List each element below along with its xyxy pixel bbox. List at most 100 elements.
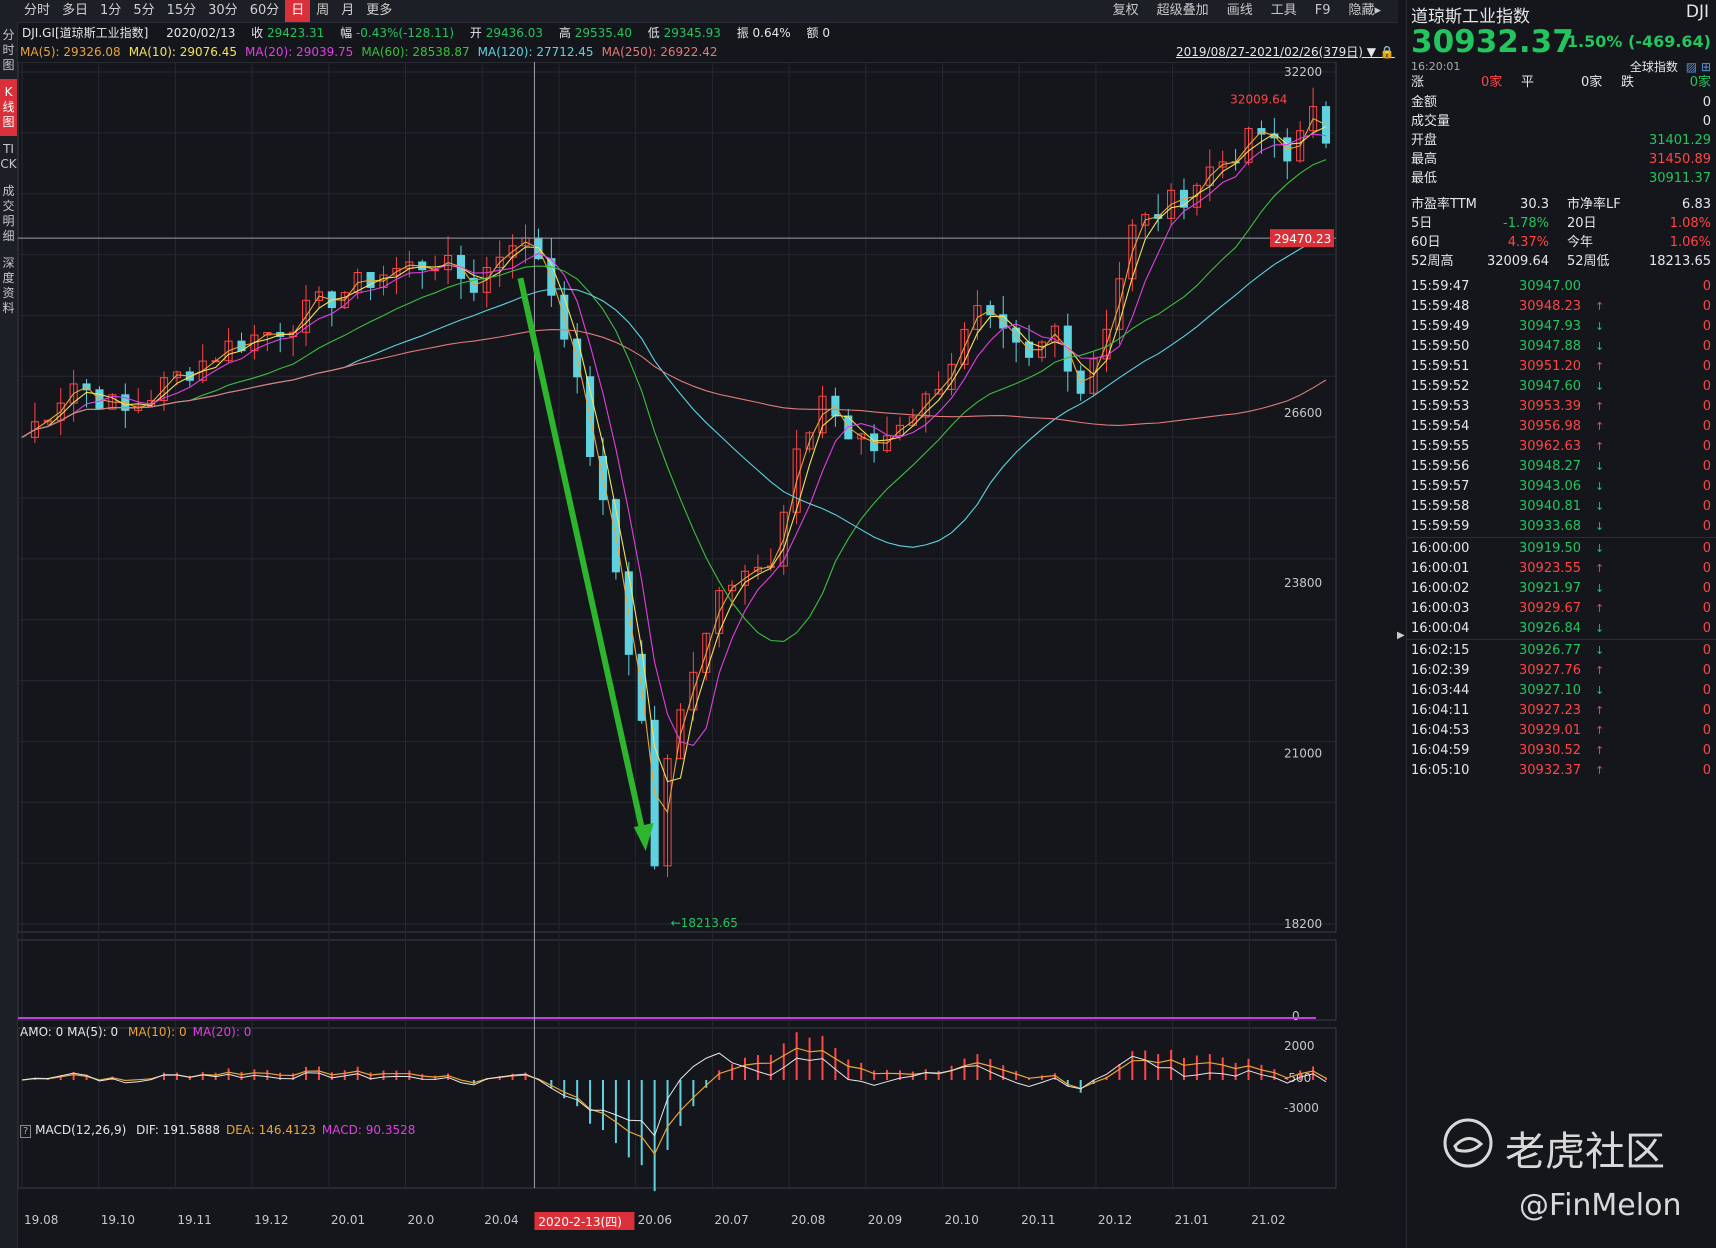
candle-body	[1321, 106, 1331, 144]
low-label: 低	[647, 26, 660, 40]
ma-legend-item: MA(5): 29326.08	[20, 45, 121, 59]
volume-panel-frame	[18, 939, 1337, 1021]
ma-line	[21, 329, 1327, 438]
add-icon[interactable]: ⊞	[1700, 60, 1711, 74]
symbol-name: DJI.GI[道琼斯工业指数]	[22, 26, 149, 40]
period-tab-6[interactable]: 60分	[249, 3, 280, 18]
stat-row: 最高 31450.89	[1411, 151, 1711, 169]
tick-price: 30948.23	[1519, 299, 1582, 314]
period-tab-8[interactable]: 周	[316, 3, 330, 18]
tick-price: 30919.50	[1519, 541, 1582, 556]
candles	[30, 87, 1331, 878]
tick-volume: 0	[1702, 499, 1711, 514]
ma-line	[21, 159, 1327, 642]
date-range[interactable]: 2019/08/27-2021/02/26(379日) ▼ 🔒	[1176, 44, 1395, 60]
tool-button-3[interactable]: 工具	[1270, 3, 1297, 18]
tick-row[interactable]: 15:59:58 30940.81 ↓ 0	[1411, 497, 1711, 517]
tick-time: 15:59:51	[1411, 359, 1470, 374]
view-tab-3[interactable]: 成交明细	[2, 184, 15, 243]
tick-row[interactable]: 16:00:00 30919.50 ↓ 0	[1411, 539, 1711, 559]
down-count: 0家	[1689, 75, 1711, 90]
tick-row[interactable]: 15:59:54 30956.98 ↑ 0	[1411, 417, 1711, 437]
ma-legend: MA(5): 29326.08 MA(10): 29076.45 MA(20): 2…	[20, 44, 726, 60]
tick-row[interactable]: 15:59:56 30948.27 ↓ 0	[1411, 457, 1711, 477]
stat-value: 31450.89	[1648, 152, 1711, 167]
view-tab-0[interactable]: 分时图	[2, 28, 15, 72]
period-tab-1[interactable]: 多日	[62, 3, 89, 18]
stat-row: 成交量 0	[1411, 113, 1711, 131]
kline-chart[interactable]: 19.0819.1019.1119.1220.0120.020.0420.052…	[18, 62, 1398, 1248]
tick-row[interactable]: 15:59:47 30947.00 0	[1411, 277, 1711, 297]
metric-label: 52周高	[1411, 254, 1454, 269]
ma-line	[21, 133, 1327, 747]
period-tab-5[interactable]: 30分	[208, 3, 238, 18]
change-value: -0.43%(-128.11)	[355, 26, 455, 40]
global-index-link[interactable]: 全球指数 ▨ ⊞	[1630, 58, 1711, 75]
period-tab-10[interactable]: 更多	[366, 3, 393, 18]
period-tab-0[interactable]: 分时	[24, 3, 51, 18]
view-tab-1[interactable]: K线图	[0, 79, 17, 136]
x-tick-label: 20.12	[1098, 1213, 1132, 1227]
period-tab-3[interactable]: 5分	[133, 3, 155, 18]
tick-row[interactable]: 16:00:01 30923.55 ↑ 0	[1411, 559, 1711, 579]
tool-button-4[interactable]: F9	[1314, 3, 1331, 18]
tick-row[interactable]: 15:59:53 30953.39 ↑ 0	[1411, 397, 1711, 417]
tool-button-1[interactable]: 超级叠加	[1156, 3, 1209, 18]
tick-row[interactable]: 16:00:03 30929.67 ↑ 0	[1411, 599, 1711, 619]
metric-label: 60日	[1411, 235, 1441, 250]
metric-label: 今年	[1567, 235, 1594, 250]
tick-volume: 0	[1702, 541, 1711, 556]
tool-button-5[interactable]: 隐藏▸	[1348, 3, 1381, 18]
tick-volume: 0	[1702, 519, 1711, 534]
arrow-up-icon: ↑	[1595, 724, 1605, 737]
tick-row[interactable]: 16:00:04 30926.84 ↓ 0	[1411, 619, 1711, 639]
tick-row[interactable]: 16:04:11 30927.23 ↑ 0	[1411, 701, 1711, 721]
tick-row[interactable]: 15:59:59 30933.68 ↓ 0	[1411, 517, 1711, 537]
x-tick-label: 20.0	[408, 1213, 435, 1227]
x-tick-label: 19.11	[177, 1213, 211, 1227]
tick-row[interactable]: 15:59:50 30947.88 ↓ 0	[1411, 337, 1711, 357]
period-tab-7[interactable]: 日	[285, 0, 311, 22]
help-icon[interactable]: ?	[20, 1125, 32, 1138]
tick-volume: 0	[1702, 561, 1711, 576]
tick-volume: 0	[1702, 479, 1711, 494]
lock-icon[interactable]: 🔒	[1379, 45, 1395, 59]
tool-button-2[interactable]: 画线	[1226, 3, 1253, 18]
view-tab-2[interactable]: TICK	[0, 142, 17, 171]
dropdown-icon[interactable]: ▼	[1366, 45, 1376, 59]
tick-row[interactable]: 15:59:57 30943.06 ↓ 0	[1411, 477, 1711, 497]
tick-price: 30947.60	[1519, 379, 1582, 394]
tick-price: 30929.01	[1519, 723, 1582, 738]
tick-row[interactable]: 16:02:39 30927.76 ↑ 0	[1411, 661, 1711, 681]
tick-time: 15:59:53	[1411, 399, 1470, 414]
tick-row[interactable]: 15:59:49 30947.93 ↓ 0	[1411, 317, 1711, 337]
tick-row[interactable]: 16:04:53 30929.01 ↑ 0	[1411, 721, 1711, 741]
arrow-down-icon: ↓	[1595, 460, 1605, 473]
tick-price: 30962.63	[1519, 439, 1582, 454]
tick-row[interactable]: 16:04:59 30930.52 ↑ 0	[1411, 741, 1711, 761]
period-tab-2[interactable]: 1分	[100, 3, 122, 18]
tick-row[interactable]: 15:59:48 30948.23 ↑ 0	[1411, 297, 1711, 317]
volume-ma-label: MA(10): 0	[127, 1025, 187, 1039]
macd-panel-frame	[18, 1027, 1337, 1189]
arrow-down-icon: ↓	[1595, 500, 1605, 513]
tick-row[interactable]: 15:59:55 30962.63 ↑ 0	[1411, 437, 1711, 457]
tick-row[interactable]: 16:02:15 30926.77 ↓ 0	[1411, 641, 1711, 661]
view-tab-4[interactable]: 深度资料	[2, 256, 15, 315]
tick-price: 30926.77	[1519, 643, 1582, 658]
arrow-up-icon: ↑	[1595, 744, 1605, 757]
tick-row[interactable]: 16:03:44 30927.10 ↓ 0	[1411, 681, 1711, 701]
tick-row[interactable]: 16:00:02 30921.97 ↓ 0	[1411, 579, 1711, 599]
period-tab-9[interactable]: 月	[341, 3, 355, 18]
tick-volume: 0	[1702, 279, 1711, 294]
tick-row[interactable]: 15:59:51 30951.20 ↑ 0	[1411, 357, 1711, 377]
metric-value: -1.78%	[1503, 216, 1549, 231]
tick-row[interactable]: 16:05:10 30932.37 ↑ 0	[1411, 761, 1711, 781]
period-tab-4[interactable]: 15分	[166, 3, 197, 18]
tiger-logo-icon	[1443, 1118, 1493, 1168]
edit-icon[interactable]: ▨	[1685, 60, 1698, 74]
tick-row[interactable]: 15:59:52 30947.60 ↓ 0	[1411, 377, 1711, 397]
tick-price: 30929.67	[1519, 601, 1582, 616]
collapse-panel-icon[interactable]: ▶	[1397, 630, 1405, 641]
tool-button-0[interactable]: 复权	[1112, 3, 1139, 18]
